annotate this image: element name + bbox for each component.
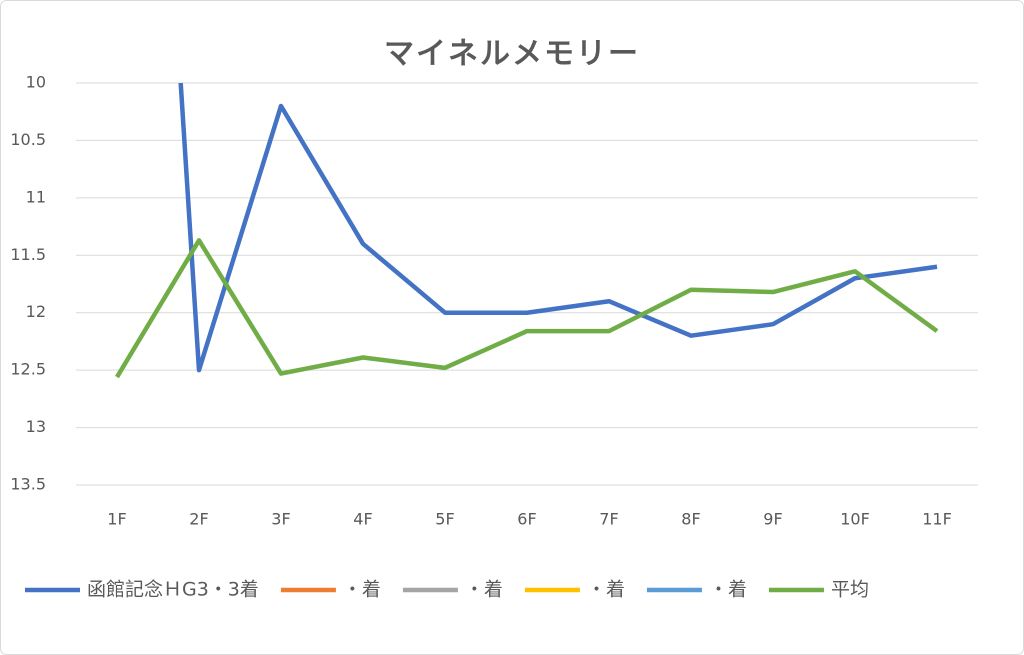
y-tick-label: 12	[26, 302, 46, 321]
x-tick-label: 7F	[599, 510, 618, 529]
y-tick-label: 10	[26, 73, 46, 92]
x-tick-label: 4F	[353, 510, 372, 529]
legend-label: ・着	[465, 579, 503, 601]
x-tick-label: 3F	[271, 510, 290, 529]
y-tick-label: 13.5	[10, 475, 46, 494]
y-tick-label: 10.5	[10, 130, 46, 149]
legend-label: 函館記念ＨG3・3着	[87, 578, 259, 601]
x-tick-label: 5F	[435, 510, 454, 529]
chart-title: マイネルメモリー	[384, 37, 640, 72]
legend-label: ・着	[587, 579, 625, 601]
y-tick-label: 13	[26, 417, 46, 436]
x-tick-label: 9F	[763, 510, 782, 529]
x-tick-label: 10F	[840, 510, 870, 529]
x-tick-label: 2F	[189, 510, 208, 529]
y-tick-label: 11	[26, 187, 46, 206]
legend-label: ・着	[343, 579, 381, 601]
y-tick-label: 11.5	[10, 245, 46, 264]
x-tick-label: 8F	[681, 510, 700, 529]
series-line	[115, 238, 939, 379]
legend-label: ・着	[709, 579, 747, 601]
x-tick-label: 11F	[922, 510, 952, 529]
series-line	[178, 83, 938, 373]
legend-label: 平均	[831, 579, 869, 601]
y-tick-label: 12.5	[10, 360, 46, 379]
x-tick-label: 6F	[517, 510, 536, 529]
x-tick-label: 1F	[107, 510, 126, 529]
